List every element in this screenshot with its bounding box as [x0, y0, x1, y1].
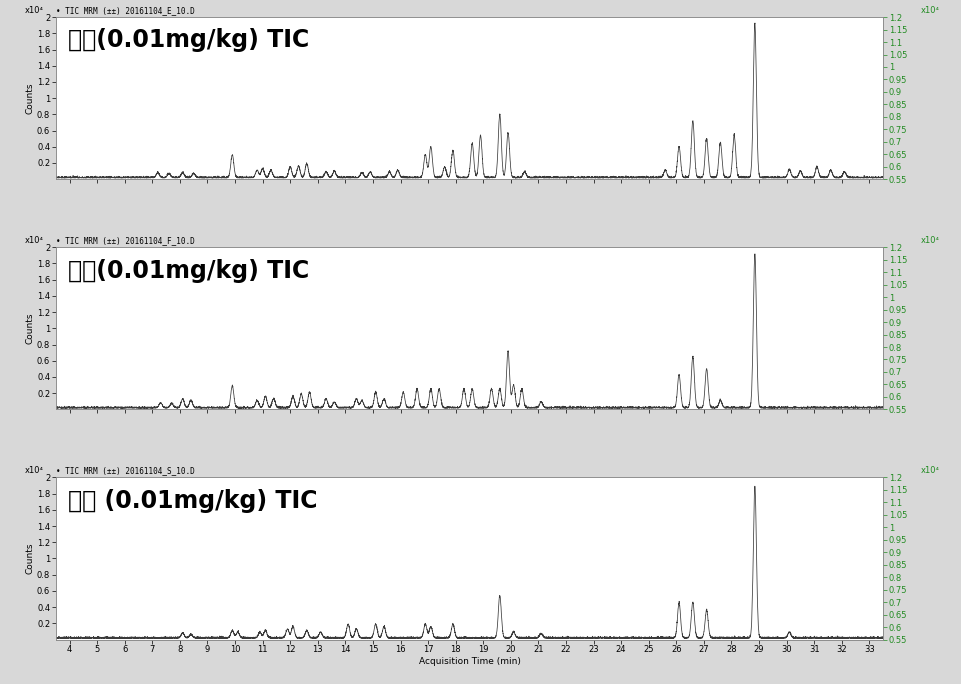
- Text: 새우 (0.01mg/kg) TIC: 새우 (0.01mg/kg) TIC: [68, 489, 317, 513]
- X-axis label: Acquisition Time (min): Acquisition Time (min): [418, 657, 520, 666]
- Text: • TIC MRM (±±) 20161104_S_10.D: • TIC MRM (±±) 20161104_S_10.D: [56, 466, 194, 475]
- Text: 장어(0.01mg/kg) TIC: 장어(0.01mg/kg) TIC: [68, 29, 309, 53]
- Y-axis label: Counts: Counts: [25, 82, 35, 114]
- Text: x10⁴: x10⁴: [920, 5, 938, 14]
- Text: • TIC MRM (±±) 20161104_F_10.D: • TIC MRM (±±) 20161104_F_10.D: [56, 236, 194, 245]
- Y-axis label: Counts: Counts: [25, 542, 35, 575]
- Y-axis label: Counts: Counts: [25, 313, 35, 344]
- Text: x10⁴: x10⁴: [24, 236, 43, 245]
- Text: • TIC MRM (±±) 20161104_E_10.D: • TIC MRM (±±) 20161104_E_10.D: [56, 5, 194, 14]
- Text: x10⁴: x10⁴: [24, 5, 43, 14]
- Text: x10⁴: x10⁴: [920, 466, 938, 475]
- Text: x10⁴: x10⁴: [24, 466, 43, 475]
- Text: 광어(0.01mg/kg) TIC: 광어(0.01mg/kg) TIC: [68, 259, 309, 282]
- Text: x10⁴: x10⁴: [920, 236, 938, 245]
